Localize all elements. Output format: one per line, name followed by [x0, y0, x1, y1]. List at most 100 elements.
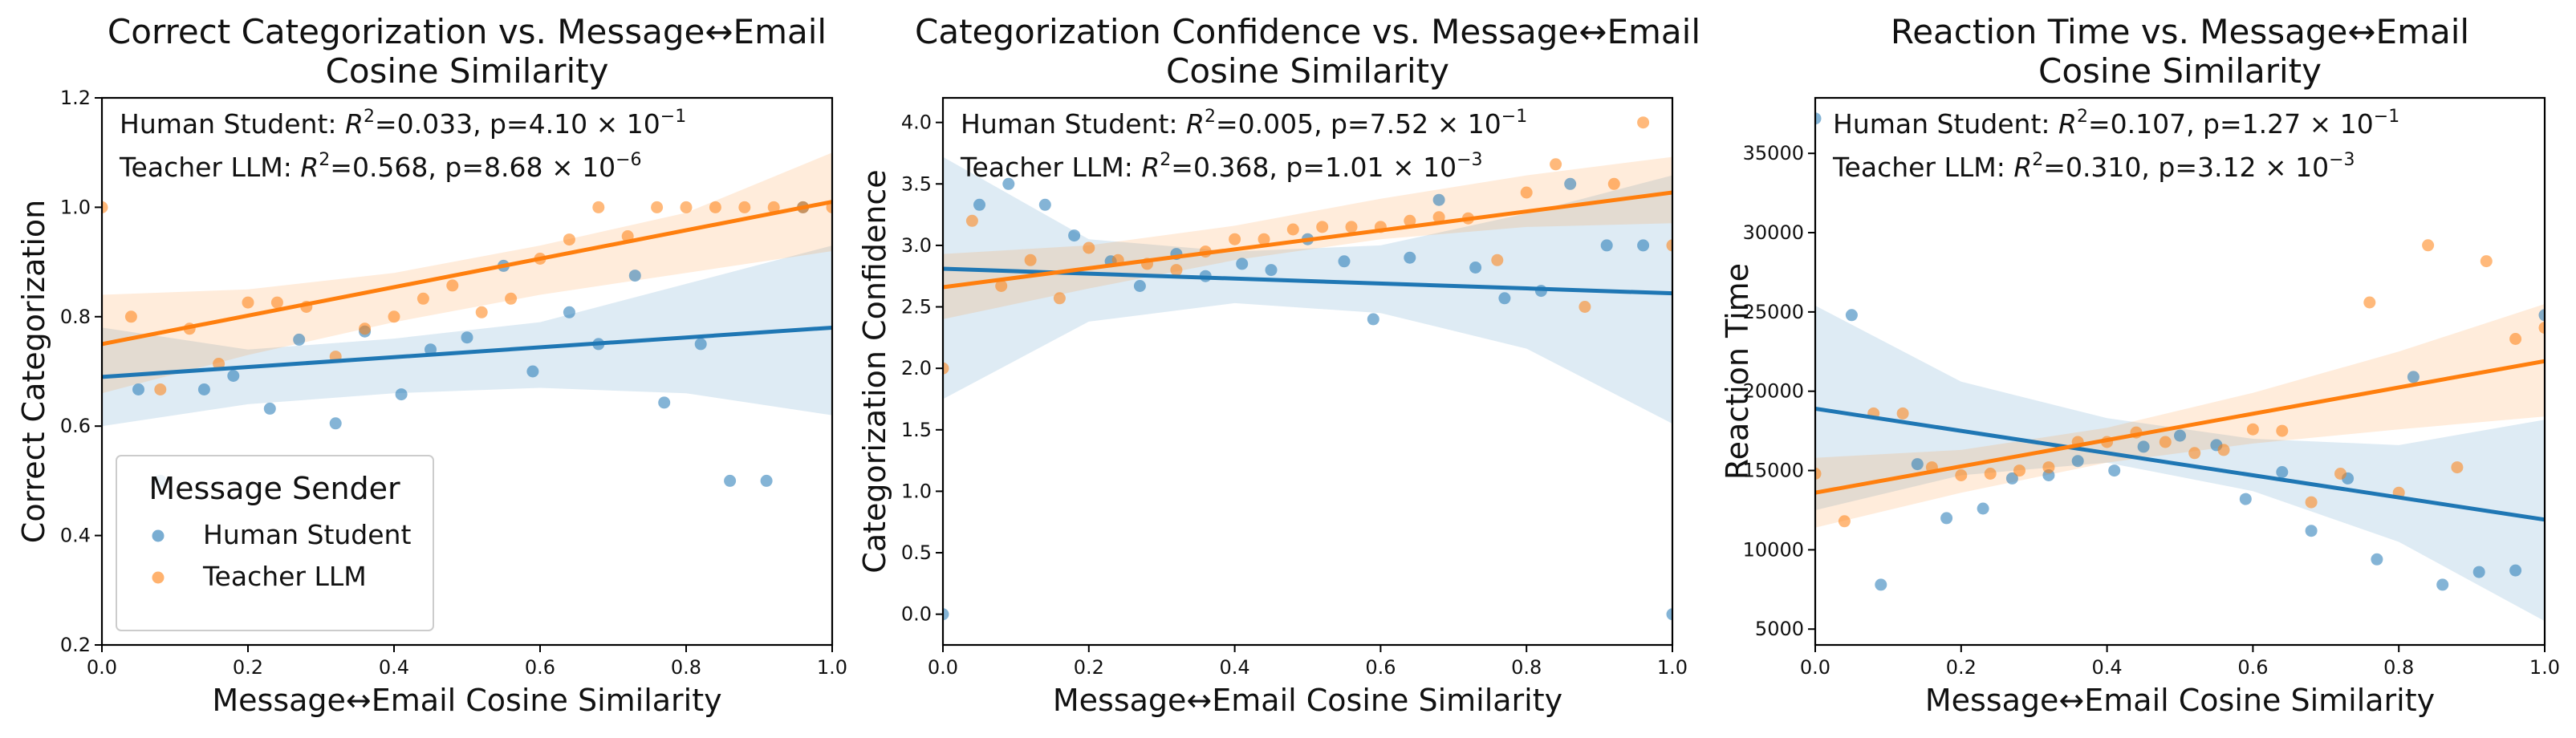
x-tick-label: 1.0: [1657, 656, 1688, 679]
y-tick-label: 30000: [1743, 221, 1804, 244]
data-point-teacher-llm: [1985, 468, 1997, 480]
y-tick-label: 0.5: [901, 541, 932, 564]
data-point-teacher-llm: [681, 201, 693, 213]
data-point-teacher-llm: [2276, 425, 2288, 437]
data-point-teacher-llm: [709, 201, 721, 213]
data-point-teacher-llm: [1229, 233, 1241, 245]
data-point-teacher-llm: [2218, 444, 2230, 456]
x-tick-label: 0.0: [87, 656, 117, 679]
y-tick-label: 10000: [1743, 538, 1804, 561]
data-point-human-student: [526, 366, 538, 378]
data-point-human-student: [2174, 430, 2186, 442]
y-axis-label: Reaction Time: [1720, 263, 1755, 480]
data-point-teacher-llm: [2306, 497, 2318, 509]
data-point-teacher-llm: [1608, 178, 1620, 190]
data-point-human-student: [1601, 239, 1613, 251]
data-point-teacher-llm: [1521, 187, 1533, 199]
legend-marker: [152, 530, 165, 542]
data-point-teacher-llm: [563, 233, 575, 245]
data-point-teacher-llm: [1550, 158, 1562, 170]
legend-marker: [152, 572, 165, 584]
x-tick-label: 0.8: [2383, 656, 2414, 679]
data-point-human-student: [264, 403, 276, 415]
legend-label: Teacher LLM: [202, 561, 367, 592]
data-point-teacher-llm: [1491, 254, 1503, 266]
y-tick-label: 3.5: [901, 172, 932, 195]
data-point-teacher-llm: [1897, 408, 1909, 420]
data-point-human-student: [1564, 178, 1576, 190]
x-tick-label: 0.2: [1074, 656, 1104, 679]
data-point-human-student: [1433, 194, 1445, 206]
x-axis-label: Message↔Email Cosine Similarity: [212, 683, 721, 718]
data-point-teacher-llm: [738, 201, 750, 213]
data-point-teacher-llm: [1170, 264, 1182, 276]
y-tick-label: 35000: [1743, 142, 1804, 164]
data-point-teacher-llm: [446, 279, 458, 291]
stats-annotation: Teacher LLM: R2=0.568, p=8.68 × 10−6: [119, 150, 642, 183]
x-tick-label: 0.4: [2092, 656, 2123, 679]
data-point-teacher-llm: [1316, 221, 1328, 233]
x-tick-label: 0.6: [525, 656, 555, 679]
data-point-teacher-llm: [2451, 461, 2463, 473]
data-point-teacher-llm: [271, 297, 283, 309]
x-axis-label: Message↔Email Cosine Similarity: [1053, 683, 1562, 718]
chart-title-line-2: Cosine Similarity: [2038, 51, 2322, 91]
y-tick-label: 5000: [1755, 618, 1804, 640]
data-point-human-student: [2138, 440, 2150, 452]
x-tick-label: 0.8: [671, 656, 701, 679]
data-point-teacher-llm: [1054, 292, 1066, 304]
data-point-human-student: [461, 331, 473, 343]
data-point-teacher-llm: [1839, 515, 1851, 527]
data-point-teacher-llm: [505, 293, 517, 305]
x-axis-label: Message↔Email Cosine Similarity: [1925, 683, 2435, 718]
data-point-human-student: [973, 199, 985, 211]
y-tick-label: 1.0: [60, 196, 91, 218]
y-tick-label: 0.6: [60, 415, 91, 437]
data-point-teacher-llm: [2509, 333, 2521, 345]
figure: 0.0 0.2 0.4 0.6 0.8 1.00.20.40.60.81.01.2Corr…: [0, 0, 2576, 738]
data-point-human-student: [1940, 512, 1952, 524]
x-tick-label: 0.8: [1511, 656, 1542, 679]
y-tick-label: 1.0: [901, 480, 932, 502]
data-point-human-student: [1404, 252, 1416, 264]
x-tick-label: 0.0: [1800, 656, 1830, 679]
data-point-human-student: [1498, 292, 1510, 304]
data-point-teacher-llm: [1579, 301, 1591, 313]
data-point-human-student: [658, 396, 670, 408]
plot-area: [96, 152, 839, 487]
chart-title-line-1: Correct Categorization vs. Message↔Email: [108, 12, 827, 51]
y-tick-label: 2.0: [901, 357, 932, 379]
data-point-teacher-llm: [2363, 297, 2375, 309]
data-point-human-student: [2436, 578, 2448, 590]
data-point-teacher-llm: [651, 201, 663, 213]
data-point-teacher-llm: [1637, 116, 1649, 128]
data-point-human-student: [132, 383, 144, 395]
data-point-teacher-llm: [966, 215, 978, 227]
data-point-human-student: [2407, 371, 2420, 383]
data-point-teacher-llm: [242, 297, 254, 309]
data-point-human-student: [1846, 309, 1858, 321]
data-point-human-student: [1875, 578, 1887, 590]
data-point-human-student: [563, 306, 575, 318]
y-tick-label: 1.2: [60, 87, 91, 109]
data-point-human-student: [396, 388, 408, 400]
chart-title-line-2: Cosine Similarity: [326, 51, 609, 91]
data-point-teacher-llm: [1955, 469, 1967, 481]
data-point-teacher-llm: [154, 383, 166, 395]
y-tick-label: 0.8: [60, 306, 91, 328]
data-point-human-student: [1977, 503, 1989, 515]
data-point-human-student: [1039, 199, 1051, 211]
x-tick-label: 0.4: [379, 656, 409, 679]
data-point-teacher-llm: [2334, 468, 2346, 480]
stats-annotation: Human Student: R2=0.005, p=7.52 × 10−1: [961, 107, 1527, 140]
data-point-teacher-llm: [476, 306, 488, 318]
data-point-human-student: [2240, 493, 2252, 505]
data-point-human-student: [227, 370, 239, 382]
chart-panel-2: 0.0 0.2 0.4 0.6 0.8 1.00.00.51.01.52.02.53.03…: [857, 12, 1700, 718]
data-point-human-student: [198, 383, 210, 395]
data-point-human-student: [2072, 455, 2084, 467]
x-tick-label: 1.0: [817, 656, 847, 679]
y-axis-label: Categorization Confidence: [857, 169, 892, 573]
data-point-teacher-llm: [2481, 255, 2493, 267]
x-tick-label: 1.0: [2529, 656, 2560, 679]
